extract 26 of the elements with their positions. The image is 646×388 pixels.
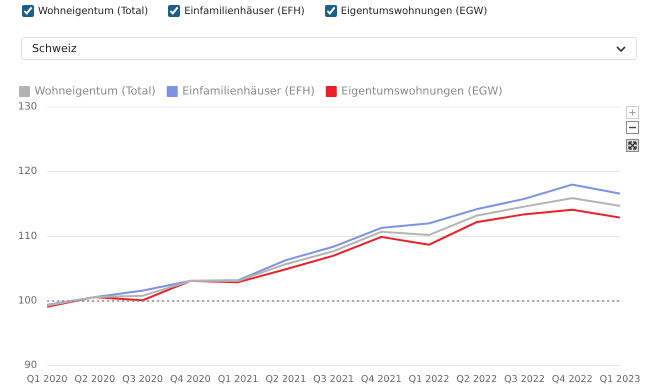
x-tick-label: Q2 2021 xyxy=(265,374,306,385)
y-tick-label: 110 xyxy=(18,230,38,242)
x-tick-label: Q1 2023 xyxy=(600,374,640,385)
x-tick-label: Q1 2020 xyxy=(26,374,68,385)
x-tick-label: Q2 2022 xyxy=(456,374,498,385)
chart-subtitle: Schweiz xyxy=(32,42,77,55)
legend-label: Wohneigentum (Total) xyxy=(34,84,156,98)
x-tick-label: Q1 2022 xyxy=(408,374,450,385)
dropdown: Schweiz xyxy=(21,37,637,60)
y-tick-label: 100 xyxy=(18,296,38,307)
y-tick-label: 130 xyxy=(18,102,38,113)
x-tick-label: Q3 2021 xyxy=(313,374,354,385)
x-tick-label: Q4 2022 xyxy=(552,374,593,385)
text: Eigentumswohnungen (EGW) xyxy=(340,6,488,16)
text: Einfamilienhäuser (EFH) xyxy=(184,6,305,16)
legend-label: Einfamilienhäuser (EFH) xyxy=(182,84,315,98)
text: Wohneigentum (Total) xyxy=(38,6,148,16)
x-tick-label: Q4 2021 xyxy=(360,374,402,385)
x-tick-label: Q1 2021 xyxy=(218,374,258,385)
x-tick-label: Q3 2022 xyxy=(504,374,545,385)
x-tick-label: Q4 2020 xyxy=(170,374,211,385)
y-tick-label: 120 xyxy=(18,166,38,178)
legend-label: Eigentumswohnungen (EGW) xyxy=(341,84,502,98)
x-tick-label: Q3 2020 xyxy=(122,374,163,385)
y-tick-label: 90 xyxy=(24,360,38,372)
x-tick-label: Q2 2020 xyxy=(74,374,116,385)
